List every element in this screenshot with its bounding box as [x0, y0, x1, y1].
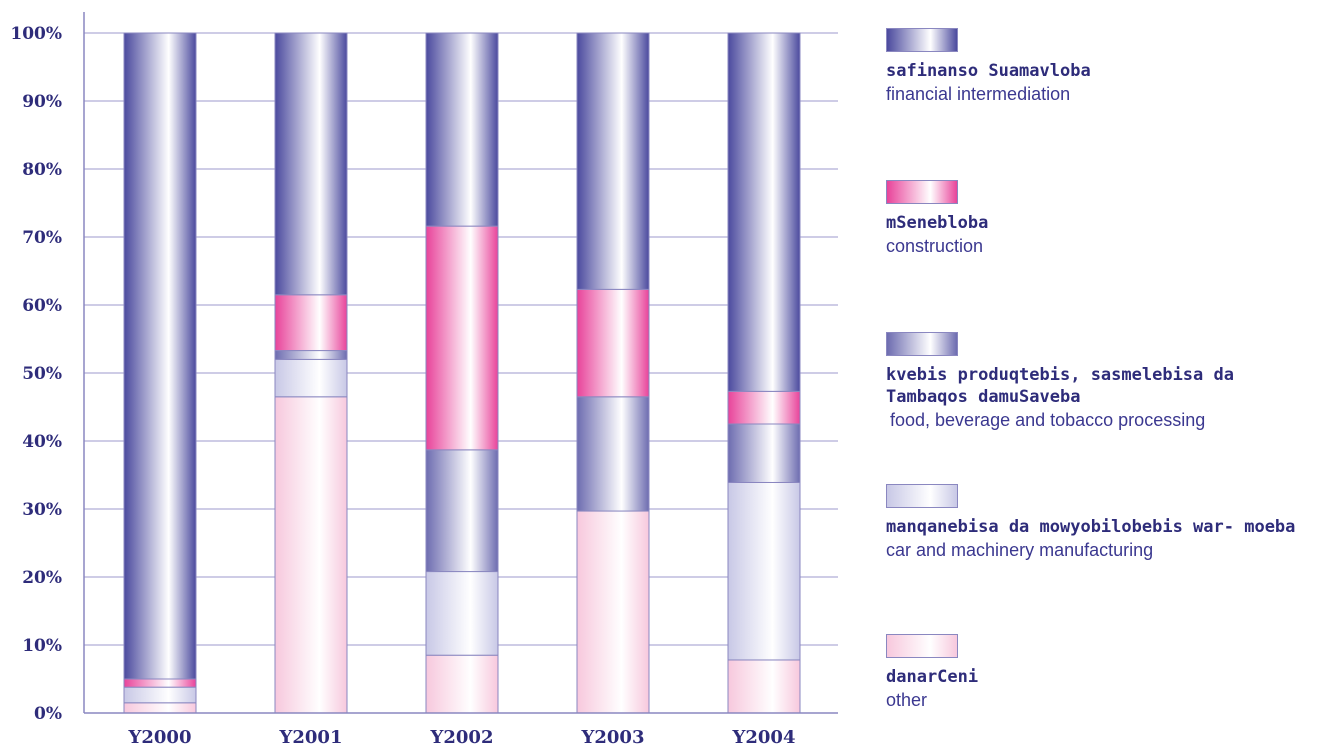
bar-segment-other — [727, 659, 801, 714]
bar-segment-financial — [274, 32, 348, 296]
legend-item-car: manqanebisa da mowyobilobebis war- moeba… — [886, 484, 1316, 562]
y-tick-label: 90% — [22, 92, 62, 112]
bar-segment-other — [576, 510, 650, 714]
y-tick-label: 40% — [22, 432, 62, 452]
legend-label-en: car and machinery manufacturing — [886, 540, 1154, 560]
legend-swatch-construction — [886, 180, 958, 204]
bar-segment-financial — [425, 32, 499, 227]
legend-item-other: danarCeni other — [886, 634, 1316, 712]
y-tick-label: 30% — [22, 500, 62, 520]
legend-swatch-financial — [886, 28, 958, 52]
bar-segment-construction — [425, 225, 499, 451]
legend-label-en: other — [886, 690, 928, 710]
legend-swatch-other — [886, 634, 958, 658]
axes — [83, 12, 838, 714]
y-tick-label: 0% — [34, 704, 62, 724]
legend-swatch-car — [886, 484, 958, 508]
bar-segment-construction — [727, 390, 801, 425]
bar-segment-car — [274, 358, 348, 398]
legend-label-en: food, beverage and tobacco processing — [890, 410, 1206, 430]
bar-segment-other — [123, 702, 197, 714]
x-category-label: Y2001 — [279, 727, 343, 747]
bar-segment-food — [727, 423, 801, 483]
legend-label-ka: manqanebisa da mowyobilobebis war- moeba — [886, 517, 1296, 537]
bar-segment-other — [425, 654, 499, 714]
x-category-label: Y2002 — [430, 727, 494, 747]
x-category-label: Y2004 — [732, 727, 796, 747]
y-tick-labels: 0% 10% 20% 30% 40% 50% 60% 70% 80% 90% 100% — [10, 24, 62, 724]
legend-label-en: financial intermediation — [886, 84, 1071, 104]
bar-segment-food — [576, 396, 650, 512]
bar-segment-food — [274, 350, 348, 360]
x-category-labels: Y2000 Y2001 Y2002 Y2003 Y2004 — [128, 727, 796, 747]
x-category-label: Y2000 — [128, 727, 192, 747]
y-tick-label: 60% — [22, 296, 62, 316]
y-tick-label: 70% — [22, 228, 62, 248]
legend-item-financial: safinanso Suamavloba financial intermedi… — [886, 28, 1316, 106]
bar-segment-car — [425, 571, 499, 656]
bar-segment-car — [727, 481, 801, 661]
bar-segment-financial — [576, 32, 650, 290]
bar-segment-car — [123, 686, 197, 704]
legend-label-ka: kvebis produqtebis, sasmelebisa da Tamba… — [886, 365, 1234, 407]
legend-label-ka: safinanso Suamavloba — [886, 61, 1091, 81]
bar-segment-financial — [123, 32, 197, 680]
x-category-label: Y2003 — [581, 727, 645, 747]
legend-item-food: kvebis produqtebis, sasmelebisa da Tamba… — [886, 332, 1316, 432]
stacked-bar-chart: 0%10%20%30%40%50%60%70%80%90%100% Y2000 Y… — [10, 12, 838, 747]
legend-swatch-food — [886, 332, 958, 356]
y-tick-label: 10% — [22, 636, 62, 656]
y-tick-label: 20% — [22, 568, 62, 588]
bar-segments — [123, 32, 801, 714]
bar-segment-construction — [274, 294, 348, 352]
bar-segment-construction — [576, 288, 650, 398]
y-tick-label: 50% — [22, 364, 62, 384]
y-tick-label: 100% — [10, 24, 62, 44]
bar-segment-financial — [727, 32, 801, 392]
bar-segment-other — [274, 396, 348, 714]
legend-item-construction: mSenebloba construction — [886, 180, 1316, 258]
legend-label-ka: mSenebloba — [886, 213, 989, 233]
y-tick-label: 80% — [22, 160, 62, 180]
legend-label-ka: danarCeni — [886, 667, 979, 687]
bar-segment-construction — [123, 678, 197, 688]
bar-segment-food — [425, 449, 499, 573]
legend-label-en: construction — [886, 236, 984, 256]
